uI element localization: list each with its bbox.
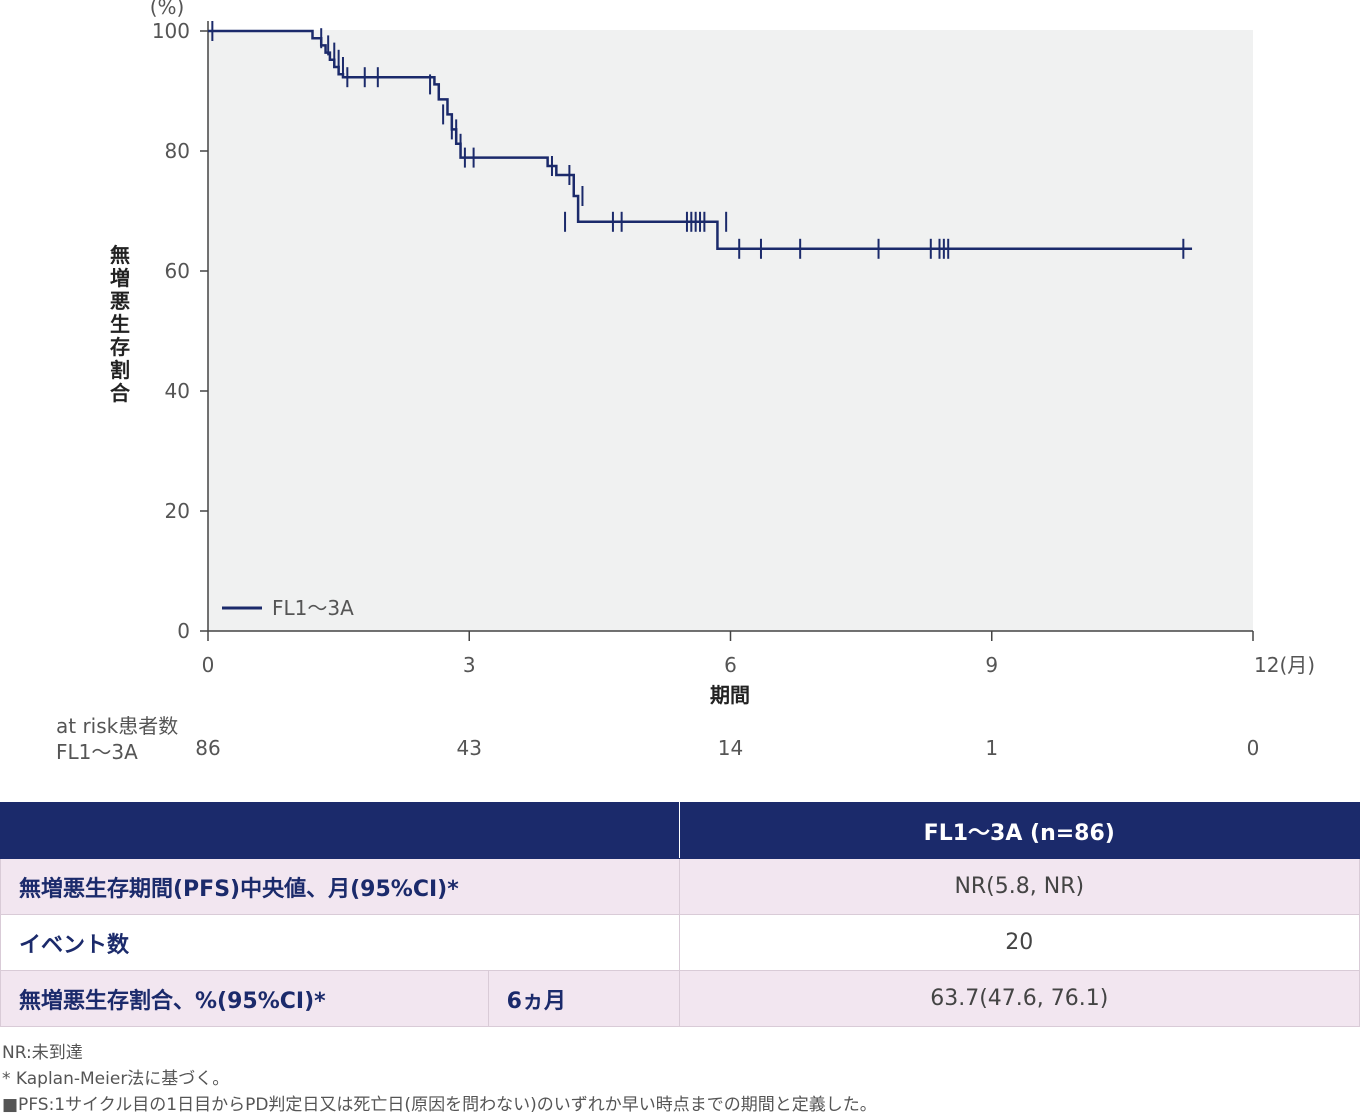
x-unit-label: 12(月): [1254, 653, 1315, 677]
footnote-nr: NR:未到達: [2, 1043, 83, 1063]
row-sublabel-6months: 6ヵ月: [487, 970, 680, 1027]
legend: FL1～3A: [222, 596, 354, 620]
footnote-pfs-definition: ■PFS:1サイクル目の1日目からPD判定日又は死亡日(原因を問わない)のいずれ…: [2, 1095, 877, 1115]
series-line: [208, 29, 1193, 251]
at-risk-value: 86: [195, 736, 221, 760]
y-tick-label: 0: [177, 619, 190, 643]
row-label-median-pfs: 無増悪生存期間(PFS)中央値、月(95%CI)*: [0, 858, 680, 915]
plot-background: [208, 30, 1253, 631]
table-row: 無増悪生存割合、%(95%CI)* 6ヵ月 63.7(47.6, 76.1): [0, 970, 1360, 1027]
y-axis-title-char: 生: [110, 312, 130, 336]
at-risk-value: 43: [456, 736, 482, 760]
y-tick-label: 80: [165, 139, 190, 163]
x-tick-label: 6: [724, 653, 737, 677]
y-unit-label: (%): [150, 0, 185, 19]
x-tick-label: 3: [463, 653, 476, 677]
x-tick-label: 9: [985, 653, 998, 677]
series-layer: [208, 21, 1193, 259]
row-value-pfs-rate: 63.7(47.6, 76.1): [678, 970, 1360, 1027]
table-row: 無増悪生存期間(PFS)中央値、月(95%CI)* NR(5.8, NR): [0, 858, 1360, 915]
row-label-pfs-rate: 無増悪生存割合、%(95%CI)*: [0, 970, 489, 1027]
table-row: イベント数 20: [0, 914, 1360, 971]
legend-label: FL1～3A: [272, 596, 354, 620]
y-axis-title-char: 悪: [110, 289, 130, 313]
y-axis: 0 20 40 60 80 100: [152, 19, 209, 643]
table-header-blank: [0, 802, 680, 859]
at-risk-value: 1: [985, 736, 999, 760]
y-axis-title-char: 無: [110, 243, 130, 267]
at-risk-value: 14: [717, 736, 744, 760]
row-label-events: イベント数: [0, 914, 680, 971]
footnote-km: * Kaplan-Meier法に基づく。: [2, 1069, 230, 1089]
y-axis-title: 無増悪生存割合: [110, 243, 131, 405]
y-tick-label: 20: [165, 499, 190, 523]
km-chart: 0 20 40 60 80 100 0 3 6 9 (%) 無増悪生存割合 期間 12(月) F…: [110, 0, 1315, 707]
row-value-events: 20: [678, 914, 1360, 971]
x-axis: 0 3 6 9: [202, 630, 1254, 677]
x-axis-title: 期間: [710, 683, 750, 707]
footnotes: NR:未到達 * Kaplan-Meier法に基づく。 ■PFS:1サイクル目の…: [2, 1040, 877, 1118]
y-axis-title-char: 存: [110, 335, 130, 359]
summary-table: FL1～3A (n=86) 無増悪生存期間(PFS)中央値、月(95%CI)* …: [0, 802, 1360, 1027]
at-risk-series-label: FL1～3A: [56, 740, 138, 764]
table-header-group: FL1～3A (n=86): [678, 802, 1360, 859]
y-axis-title-char: 合: [110, 381, 131, 405]
x-tick-label: 0: [202, 653, 215, 677]
y-tick-label: 40: [165, 379, 190, 403]
y-tick-label: 100: [152, 19, 190, 43]
table-header-row: FL1～3A (n=86): [0, 802, 1360, 859]
row-value-median-pfs: NR(5.8, NR): [678, 858, 1360, 915]
y-axis-title-char: 割: [110, 358, 130, 382]
at-risk-value: 0: [1246, 736, 1260, 760]
y-axis-title-char: 増: [110, 266, 130, 290]
y-tick-label: 60: [165, 259, 190, 283]
at-risk-title: at risk患者数: [56, 714, 179, 738]
